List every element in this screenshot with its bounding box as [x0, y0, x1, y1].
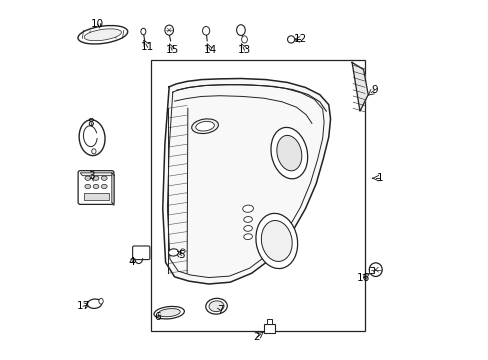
Text: 7: 7: [216, 305, 223, 315]
Ellipse shape: [205, 298, 227, 314]
Ellipse shape: [164, 25, 173, 35]
Text: 17: 17: [76, 301, 90, 311]
Ellipse shape: [202, 27, 209, 35]
Bar: [83, 193, 109, 200]
Ellipse shape: [236, 25, 244, 36]
Text: 15: 15: [165, 45, 178, 55]
Text: 5: 5: [178, 250, 184, 260]
Bar: [151, 60, 364, 330]
Ellipse shape: [255, 213, 297, 269]
Ellipse shape: [141, 28, 145, 35]
Text: 13: 13: [237, 45, 251, 55]
FancyBboxPatch shape: [132, 246, 149, 260]
Ellipse shape: [79, 120, 105, 156]
Ellipse shape: [208, 301, 224, 312]
Ellipse shape: [191, 119, 218, 134]
Ellipse shape: [242, 205, 253, 212]
Text: 4: 4: [128, 257, 135, 267]
Ellipse shape: [158, 309, 180, 317]
Ellipse shape: [101, 176, 107, 180]
Bar: [264, 324, 275, 333]
Ellipse shape: [261, 220, 292, 261]
Text: 2: 2: [253, 332, 260, 342]
Text: 3: 3: [87, 171, 94, 181]
Ellipse shape: [85, 176, 90, 180]
Ellipse shape: [99, 298, 103, 304]
Text: 14: 14: [203, 45, 216, 55]
Ellipse shape: [244, 225, 252, 231]
Ellipse shape: [276, 135, 301, 171]
Ellipse shape: [368, 263, 382, 276]
Bar: [368, 267, 373, 273]
Ellipse shape: [92, 149, 96, 154]
Ellipse shape: [195, 121, 214, 131]
Ellipse shape: [78, 26, 127, 44]
Ellipse shape: [168, 249, 178, 256]
Ellipse shape: [93, 176, 99, 180]
Text: 1: 1: [376, 173, 383, 183]
Text: 12: 12: [293, 35, 306, 44]
Text: 6: 6: [154, 312, 161, 322]
Text: 16: 16: [356, 273, 369, 283]
Bar: [266, 319, 272, 324]
Ellipse shape: [270, 127, 307, 179]
Polygon shape: [163, 78, 330, 284]
Polygon shape: [351, 62, 367, 111]
Text: 10: 10: [91, 19, 104, 29]
Ellipse shape: [87, 299, 102, 309]
Ellipse shape: [85, 184, 90, 189]
Ellipse shape: [244, 217, 252, 222]
Ellipse shape: [180, 249, 184, 253]
Ellipse shape: [287, 36, 294, 43]
FancyBboxPatch shape: [78, 171, 114, 204]
Ellipse shape: [101, 184, 107, 189]
Ellipse shape: [93, 184, 99, 189]
Text: 11: 11: [141, 42, 154, 52]
Ellipse shape: [241, 36, 247, 43]
Polygon shape: [112, 173, 114, 205]
Polygon shape: [80, 173, 114, 176]
Ellipse shape: [84, 29, 121, 41]
Text: 9: 9: [370, 85, 377, 95]
Text: 8: 8: [87, 118, 94, 128]
Ellipse shape: [154, 306, 184, 319]
Ellipse shape: [244, 234, 252, 239]
